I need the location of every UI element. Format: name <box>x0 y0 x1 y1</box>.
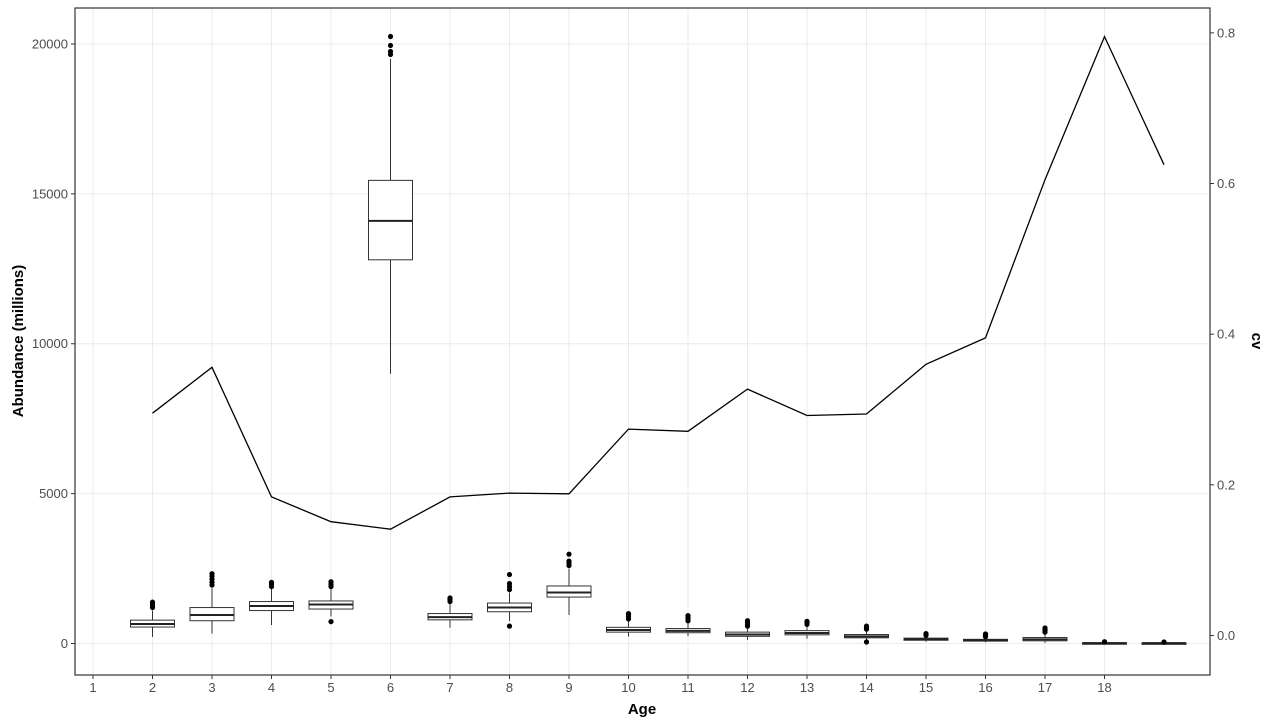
outlier-point <box>744 618 751 624</box>
outlier-point <box>506 571 513 578</box>
boxplot-age-2 <box>130 599 175 637</box>
x-tick-label: 7 <box>446 680 453 695</box>
outlier-point <box>804 618 810 624</box>
y-tick-label: 5000 <box>39 486 68 501</box>
x-tick-label: 13 <box>800 680 814 695</box>
outlier-point <box>685 613 691 619</box>
grid-lines <box>75 8 1210 675</box>
boxplot-age-9 <box>546 551 592 616</box>
y2-tick-label: 0.4 <box>1217 327 1235 342</box>
plot-panel-border <box>74 7 1211 676</box>
outlier-point <box>387 33 394 40</box>
outlier-point <box>387 42 394 49</box>
outlier-point <box>1161 639 1167 645</box>
outlier-point <box>566 551 572 557</box>
x-tick-label: 16 <box>978 680 992 695</box>
boxplot-age-4 <box>249 579 294 625</box>
outlier-point <box>387 48 394 55</box>
x-tick-label: 3 <box>208 680 215 695</box>
boxplot-age-10 <box>606 610 651 637</box>
boxplot-age-11 <box>665 613 711 637</box>
boxplot-age-15 <box>903 631 949 642</box>
outlier-point <box>1101 639 1108 645</box>
y-tick-label: 15000 <box>32 186 68 201</box>
x-tick-label: 17 <box>1038 680 1052 695</box>
x-tick-label: 14 <box>859 680 873 695</box>
x-axis-title: Age <box>628 701 656 718</box>
boxplot-series <box>130 33 1187 645</box>
outlier-point <box>506 623 513 629</box>
boxplot-age-5 <box>308 579 354 625</box>
box-iqr <box>546 585 592 598</box>
outlier-point <box>566 558 572 564</box>
boxplot-age-8 <box>487 571 532 629</box>
outlier-point <box>863 639 870 645</box>
outlier-point <box>1042 625 1048 631</box>
boxplot-age-16 <box>963 631 1008 643</box>
x-tick-label: 8 <box>506 680 513 695</box>
outlier-point <box>447 595 453 601</box>
y-axis-title: Abundance (millions) <box>10 265 27 418</box>
outlier-point <box>268 579 275 585</box>
cv-line <box>152 34 1165 530</box>
outlier-point <box>625 610 632 617</box>
boxplot-age-19 <box>1141 639 1187 645</box>
boxplot-age-14 <box>844 623 889 645</box>
boxplot-age-13 <box>784 618 830 639</box>
outlier-point <box>149 599 156 605</box>
y2-tick-label: 0.6 <box>1217 176 1235 191</box>
y2-tick-label: 0.8 <box>1217 25 1235 40</box>
y2-tick-label: 0.2 <box>1217 477 1235 492</box>
boxplot-age-18 <box>1082 639 1127 645</box>
x-tick-label: 4 <box>268 680 275 695</box>
y-tick-label: 0 <box>61 636 68 651</box>
x-tick-label: 18 <box>1097 680 1111 695</box>
boxplot-age-6 <box>368 33 413 374</box>
y2-tick-label: 0.0 <box>1217 628 1235 643</box>
x-tick-label: 10 <box>621 680 635 695</box>
boxplot-age-12 <box>725 618 770 640</box>
outlier-point <box>923 631 929 637</box>
x-tick-label: 11 <box>681 680 695 695</box>
outlier-point <box>863 623 870 629</box>
outlier-point <box>209 571 215 577</box>
x-tick-label: 9 <box>565 680 572 695</box>
boxplot-age-3 <box>189 571 235 634</box>
outlier-point <box>982 631 989 637</box>
boxplot-age-17 <box>1022 625 1068 643</box>
outlier-point <box>328 579 334 585</box>
outlier-point <box>328 619 334 625</box>
x-tick-label: 5 <box>327 680 334 695</box>
y-tick-label: 10000 <box>32 336 68 351</box>
x-tick-label: 2 <box>149 680 156 695</box>
y2-axis-title: cv <box>1248 333 1265 350</box>
x-tick-label: 6 <box>387 680 394 695</box>
cv-series <box>152 34 1165 530</box>
x-tick-label: 12 <box>740 680 754 695</box>
boxplot-age-7 <box>427 595 473 628</box>
axis-ticks: 1 2 3 4 5 6 7 8 9 10 11 12 13 14 15 16 17 180500010000150… <box>32 25 1235 695</box>
x-tick-label: 1 <box>89 680 96 695</box>
y-tick-label: 20000 <box>32 36 68 51</box>
x-tick-label: 15 <box>919 680 933 695</box>
outlier-point <box>506 580 513 587</box>
